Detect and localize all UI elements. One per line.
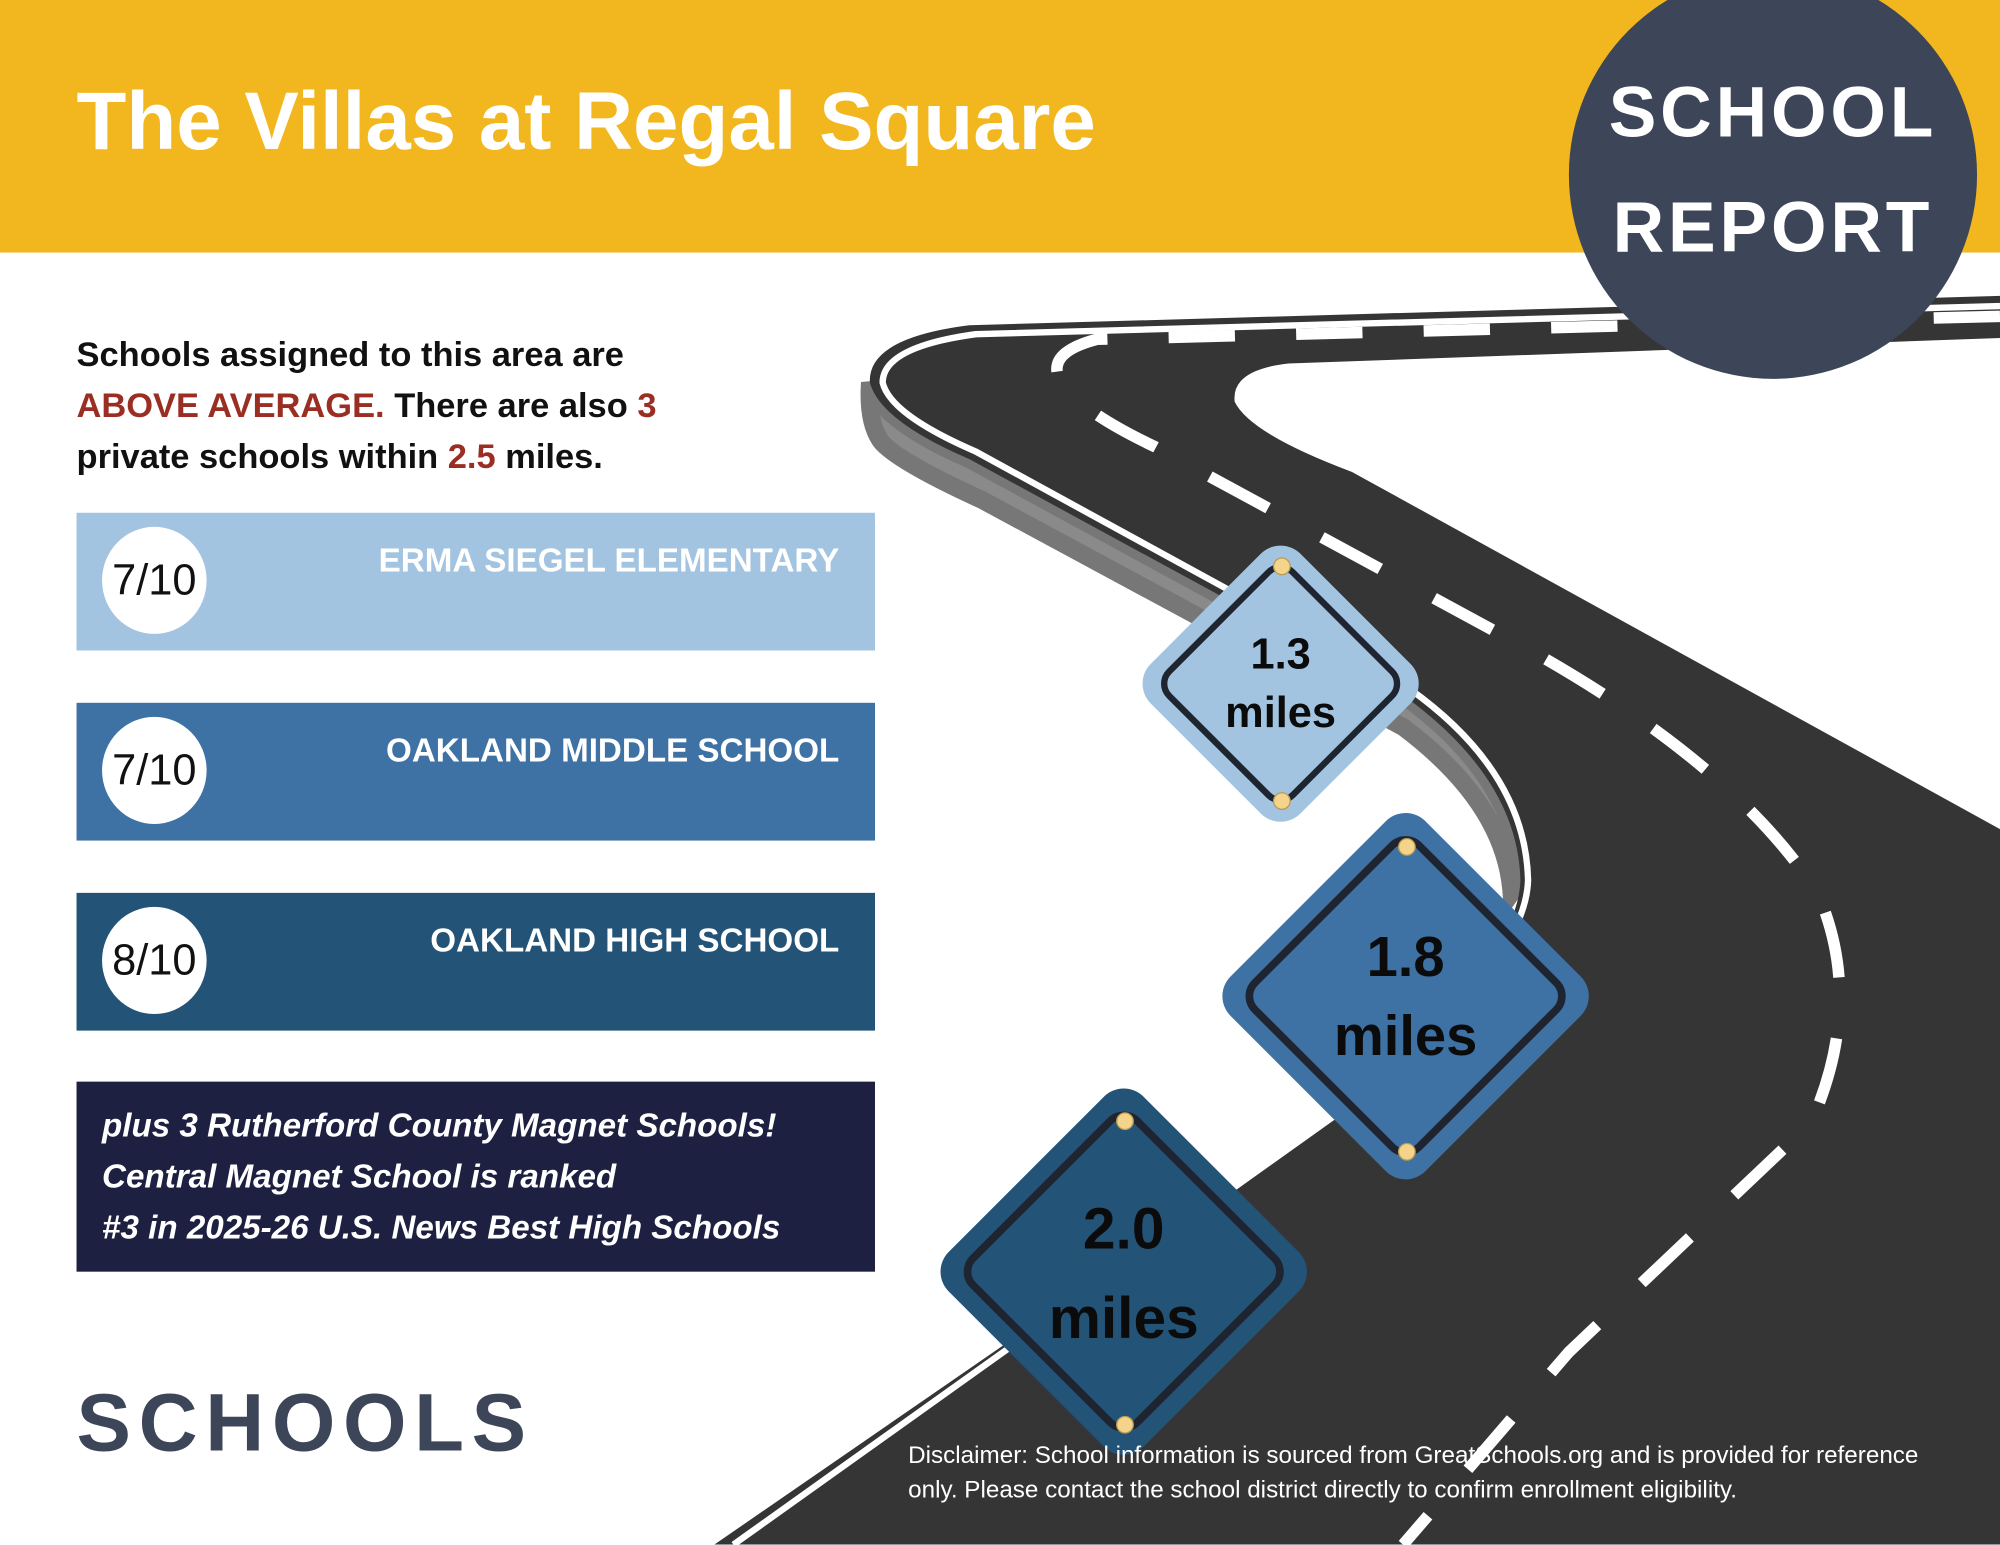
school-report-badge: SCHOOL REPORT [1568,0,1978,379]
bolt-icon [1397,1142,1416,1161]
magnet-schools-callout: plus 3 Rutherford County Magnet Schools!… [76,1081,875,1272]
distance-label-middle: 1.8 miles [1278,918,1533,1076]
school-row-elementary: 7/10 ERMA SIEGEL ELEMENTARY [76,512,875,651]
distance-unit: miles [1333,1005,1478,1068]
distance-label-elementary: 1.3 miles [1179,625,1383,742]
bolt-icon [1116,1112,1134,1131]
school-name: OAKLAND MIDDLE SCHOOL [386,730,840,770]
school-name: OAKLAND HIGH SCHOOL [430,920,840,960]
intro-text-4: miles. [495,437,603,476]
distance-value: 1.8 [1366,926,1445,989]
distance-value: 2.0 [1082,1195,1165,1262]
magnet-line-3: #3 in 2025-26 U.S. News Best High School… [102,1207,781,1247]
distance-unit: miles [1048,1284,1199,1351]
intro-text-2: There are also [384,386,638,425]
school-score: 7/10 [102,526,207,634]
magnet-line-2: Central Magnet School is ranked [102,1156,617,1196]
road-edge-line-inner [1241,343,2000,820]
distance-value: 1.3 [1250,630,1311,679]
private-count: 3 [637,386,657,425]
page-title: The Villas at Regal Square [76,75,1096,168]
school-score: 8/10 [102,906,207,1015]
bolt-icon [1272,557,1291,576]
magnet-line-1: plus 3 Rutherford County Magnet Schools! [102,1105,777,1145]
intro-text-3: private schools within [76,437,448,476]
badge-line-1: SCHOOL [1608,71,1938,152]
bolt-icon [1272,792,1291,810]
private-distance: 2.5 [447,437,496,476]
intro-summary: Schools assigned to this area are ABOVE … [77,329,740,482]
badge-line-2: REPORT [1612,186,1934,267]
school-score: 7/10 [102,716,207,824]
distance-unit: miles [1225,688,1337,738]
intro-text-1: Schools assigned to this area are [76,335,624,374]
school-name: ERMA SIEGEL ELEMENTARY [378,540,840,580]
section-title: SCHOOLS [76,1376,534,1469]
school-row-middle: 7/10 OAKLAND MIDDLE SCHOOL [76,702,875,841]
rating-phrase: ABOVE AVERAGE. [76,386,385,425]
disclaimer-text: Disclaimer: School information is source… [908,1442,1919,1504]
road-surface [714,295,2000,1545]
distance-label-high: 2.0 miles [996,1184,1251,1363]
bolt-icon [1116,1415,1134,1434]
bolt-icon [1397,838,1416,856]
school-row-high: 8/10 OAKLAND HIGH SCHOOL [76,892,875,1031]
